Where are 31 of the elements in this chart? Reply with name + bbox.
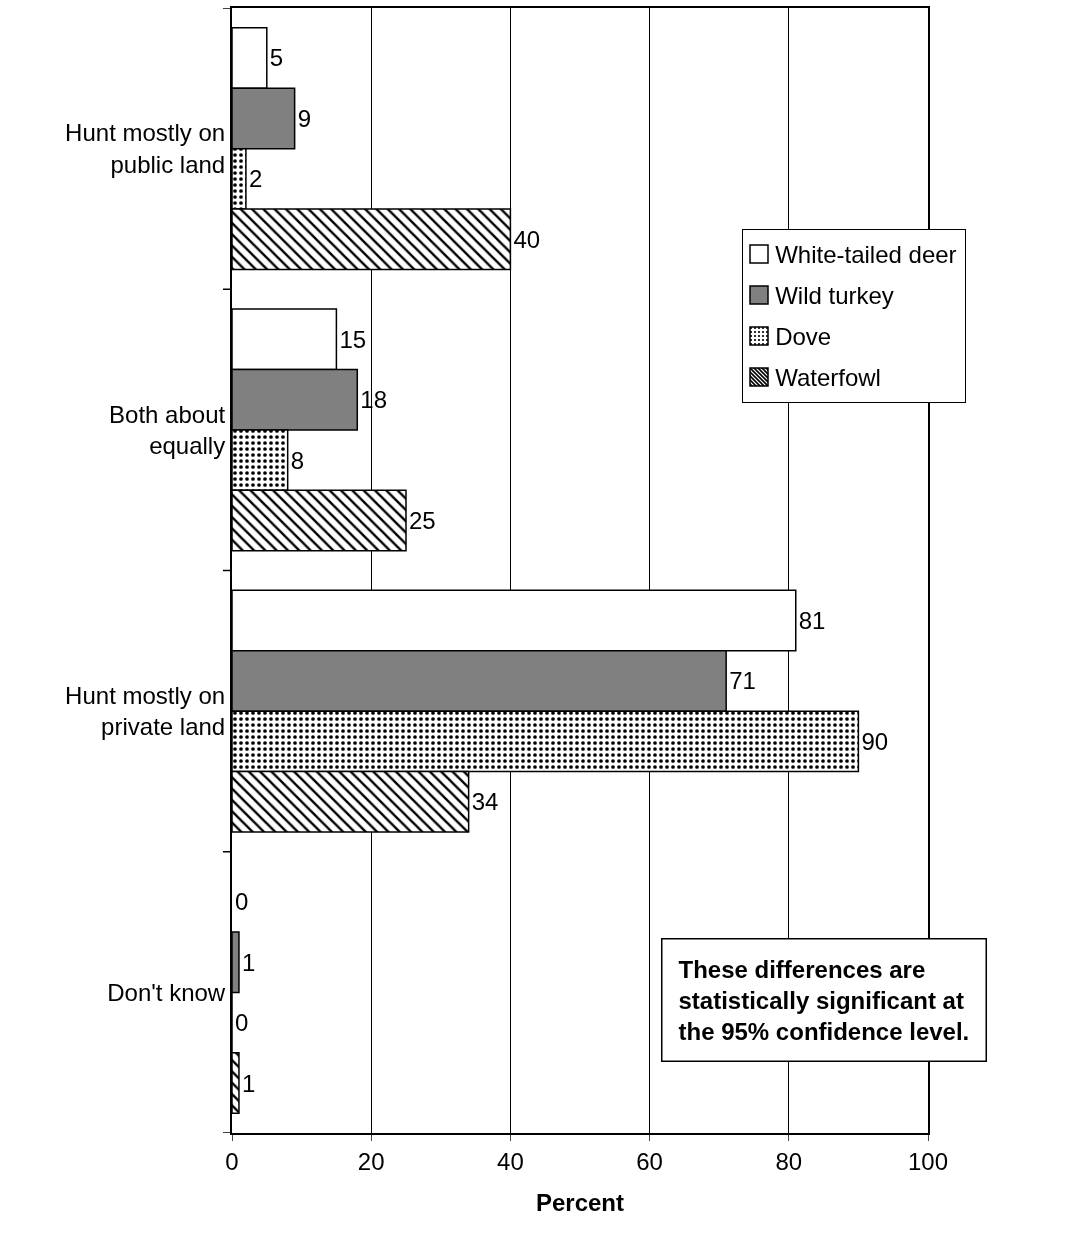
y-tick-label: Don't know <box>107 978 226 1006</box>
x-tick-label: 0 <box>225 1147 239 1175</box>
text: Waterfowl <box>775 362 881 393</box>
data-label: 90 <box>861 727 889 755</box>
legend-label: White-tailed deer <box>775 239 957 270</box>
x-tick-label: 60 <box>636 1147 663 1175</box>
data-label: 25 <box>409 507 436 535</box>
x-tick-label: 100 <box>907 1147 949 1175</box>
data-label: 8 <box>290 446 305 474</box>
x-axis-title: Percent <box>535 1188 625 1216</box>
data-label: 1 <box>241 948 256 976</box>
legend-label: Wild turkey <box>775 280 894 311</box>
data-label: 34 <box>471 788 499 816</box>
data-label: 0 <box>235 888 249 916</box>
y-tick-label: Hunt mostly on private land <box>65 681 226 741</box>
text: Dove <box>775 321 832 352</box>
y-tick-label: Hunt mostly on public land <box>65 119 226 178</box>
data-label: 9 <box>297 104 311 132</box>
data-label: 81 <box>798 606 826 634</box>
x-tick-label: 20 <box>357 1147 385 1175</box>
data-label: 2 <box>248 165 263 193</box>
y-tick-label: Both about equally <box>109 400 226 459</box>
data-label: 71 <box>729 667 756 695</box>
data-label: 5 <box>269 44 284 72</box>
data-label: 0 <box>235 1009 249 1037</box>
x-tick-label: 40 <box>497 1147 524 1175</box>
data-label: 1 <box>241 1069 256 1097</box>
data-label: 40 <box>513 225 541 253</box>
annotation: These differences are statistically significant at the 95% confidence level. <box>678 955 970 1045</box>
x-tick-label: 80 <box>775 1147 803 1175</box>
data-label: 15 <box>339 325 367 353</box>
